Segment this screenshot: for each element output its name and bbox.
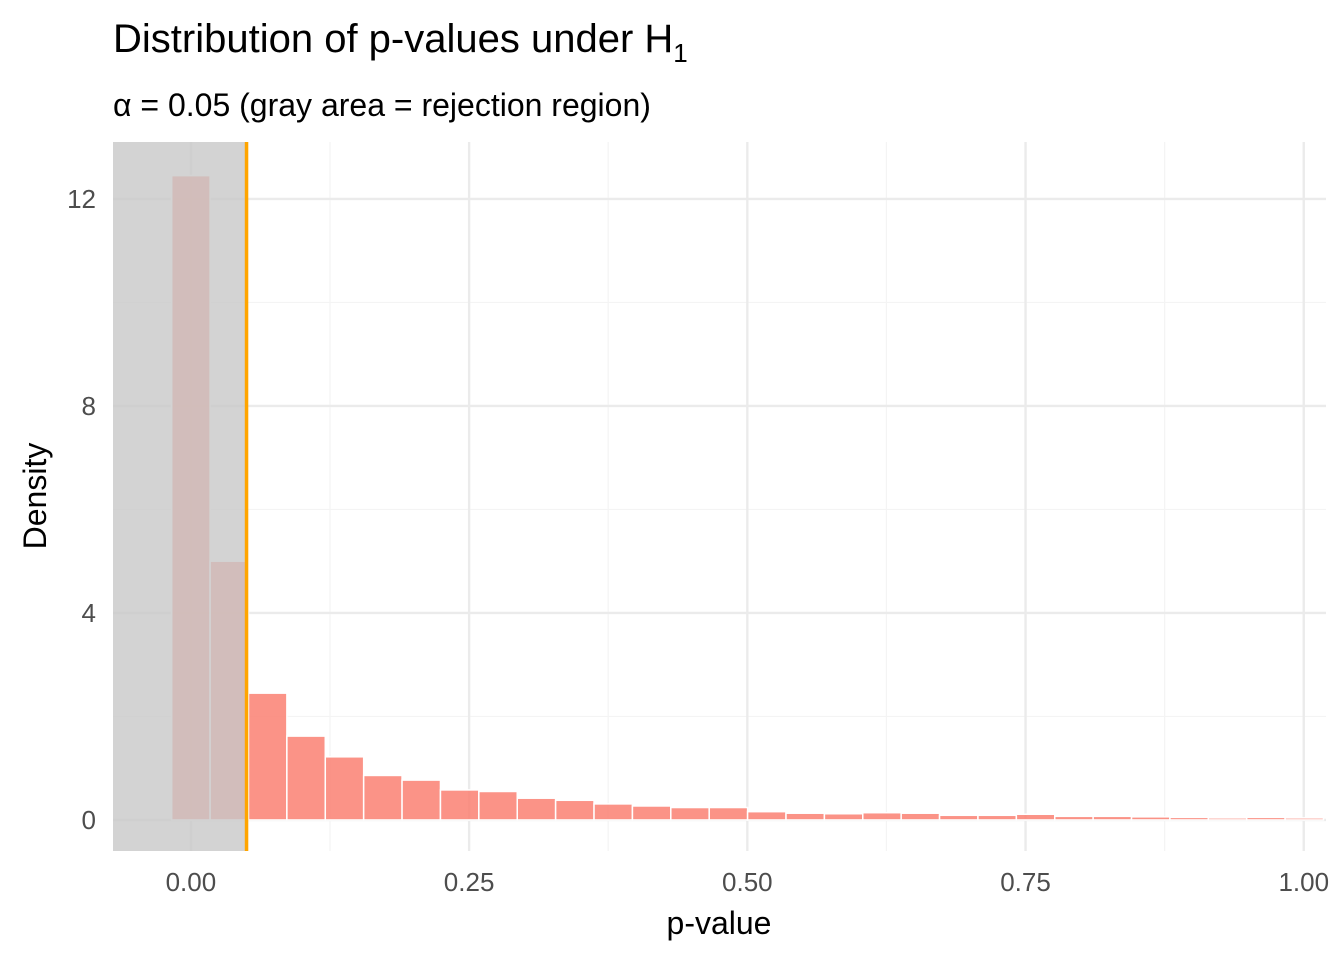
histogram-bar-18 xyxy=(823,812,864,821)
histogram-bar-16 xyxy=(746,810,787,821)
histogram-bar-20 xyxy=(900,812,941,821)
y-tick-label: 8 xyxy=(82,391,96,421)
histogram-bar-9 xyxy=(478,790,518,821)
grid-minor-lines xyxy=(113,142,1326,851)
y-tick-label: 12 xyxy=(67,184,96,214)
y-tick-label: 4 xyxy=(82,598,96,628)
x-tick-label: 0.25 xyxy=(444,867,495,897)
x-tick-label: 0.75 xyxy=(1000,867,1051,897)
histogram-bar-24 xyxy=(1053,815,1094,821)
histogram-bar-26 xyxy=(1130,816,1171,821)
histogram-bar-4 xyxy=(286,735,327,821)
histogram-bar-13 xyxy=(631,805,672,821)
histogram-bar-14 xyxy=(670,806,710,821)
histogram-bar-25 xyxy=(1092,815,1133,821)
chart-title: Distribution of p-values under H1 xyxy=(113,17,688,68)
x-axis-ticks: 0.00 0.25 0.50 0.75 1.00 xyxy=(166,867,1329,897)
histogram-bar-6 xyxy=(362,774,403,821)
histogram-bar-5 xyxy=(324,756,365,821)
histogram-bar-28 xyxy=(1207,817,1248,821)
histogram-bar-8 xyxy=(439,789,480,821)
histogram-bar-12 xyxy=(593,803,634,821)
histogram-bar-30 xyxy=(1284,817,1325,821)
histogram-bar-23 xyxy=(1015,813,1056,821)
histogram-bar-3 xyxy=(247,692,288,821)
x-tick-label: 1.00 xyxy=(1278,867,1329,897)
histogram-bar-10 xyxy=(516,797,557,821)
histogram-bar-21 xyxy=(938,814,979,821)
histogram-bar-27 xyxy=(1169,816,1210,821)
histogram-bar-15 xyxy=(708,806,749,821)
histogram-bar-11 xyxy=(554,799,595,821)
y-axis-title: Density xyxy=(17,443,53,550)
x-axis-title: p-value xyxy=(667,905,772,941)
histogram-bar-22 xyxy=(977,814,1018,821)
x-tick-label: 0.50 xyxy=(722,867,773,897)
rejection-overlay xyxy=(113,142,249,851)
rejection-region-area xyxy=(113,142,247,851)
histogram-bar-17 xyxy=(785,812,826,821)
histogram-bar-19 xyxy=(862,811,902,821)
chart-subtitle: α = 0.05 (gray area = rejection region) xyxy=(113,87,651,123)
y-axis-ticks: 0 4 8 12 xyxy=(67,184,96,835)
x-tick-label: 0.00 xyxy=(166,867,217,897)
histogram-bar-29 xyxy=(1245,816,1286,821)
y-tick-label: 0 xyxy=(82,805,96,835)
histogram-bar-7 xyxy=(401,779,442,821)
